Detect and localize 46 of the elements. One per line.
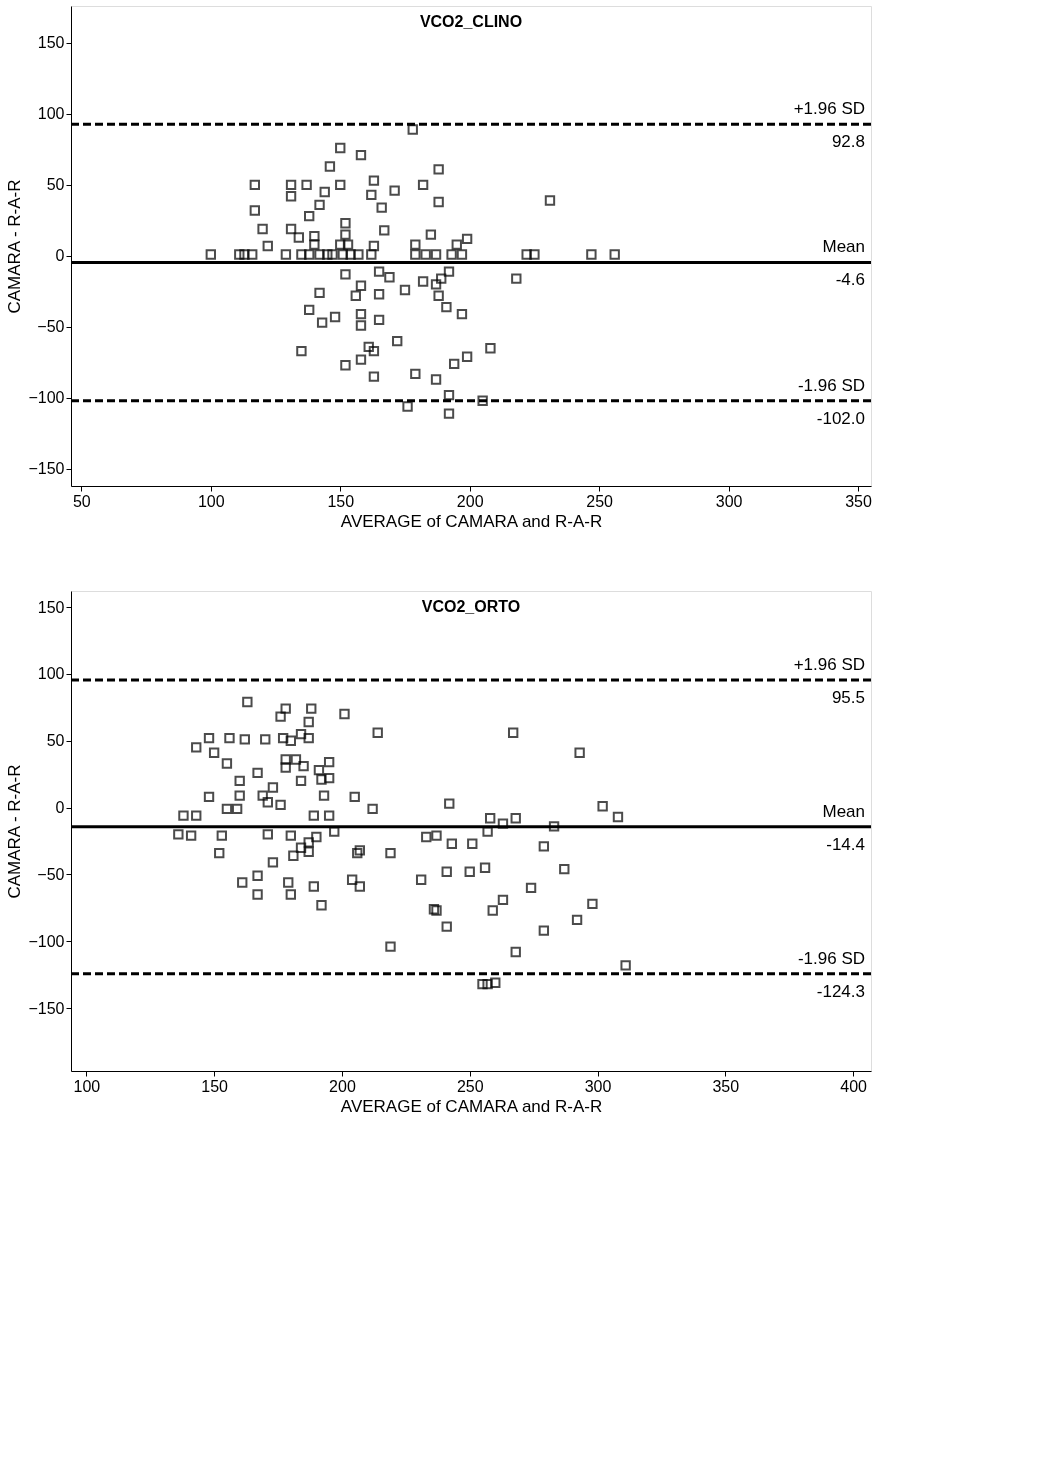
x-tick-label: 300	[584, 1077, 612, 1095]
ref-line-label: -1.96 SD	[797, 948, 865, 968]
annotation: -124.3	[816, 981, 865, 1001]
chart-title: VCO2_CLINO	[419, 13, 523, 30]
y-axis-title: CAMARA - R-A-R	[5, 764, 25, 899]
ref-line-label: -1.96 SD	[797, 375, 865, 395]
x-axis-title: AVERAGE of CAMARA and R-A-R	[340, 1096, 603, 1116]
x-tick-label: 100	[197, 492, 225, 510]
chart-title: VCO2_ORTO	[421, 598, 521, 615]
x-tick-label: 250	[586, 492, 614, 510]
annotation: -4.6	[835, 270, 865, 290]
annotation: -102.0	[816, 408, 865, 428]
x-tick-label: 150	[327, 492, 355, 510]
x-tick-label: 300	[715, 492, 743, 510]
y-tick-label: 150	[37, 598, 65, 616]
y-tick-label: 50	[46, 176, 65, 194]
x-tick-label: 350	[712, 1077, 740, 1095]
x-axis-title: AVERAGE of CAMARA and R-A-R	[340, 511, 603, 531]
x-tick-label: 350	[845, 492, 872, 510]
y-tick-label: −50	[37, 865, 65, 883]
ref-line-label: Mean	[822, 801, 865, 821]
y-tick-label: −150	[28, 999, 65, 1017]
x-tick-label: 250	[456, 1077, 484, 1095]
y-tick-label: 0	[55, 247, 65, 265]
y-tick-label: 100	[37, 105, 65, 123]
x-tick-label: 50	[72, 492, 91, 510]
x-tick-label: 150	[201, 1077, 229, 1095]
annotation: 95.5	[831, 687, 865, 707]
y-tick-label: −150	[28, 460, 65, 478]
x-tick-label: 200	[329, 1077, 356, 1095]
x-tick-label: 200	[456, 492, 484, 510]
ref-line-label: +1.96 SD	[793, 654, 865, 674]
y-tick-label: −50	[37, 318, 65, 336]
y-tick-label: 150	[37, 34, 65, 52]
x-tick-label: 100	[73, 1077, 101, 1095]
y-tick-label: −100	[28, 932, 65, 950]
ref-line-label: +1.96 SD	[793, 99, 865, 119]
x-tick-label: 400	[840, 1077, 868, 1095]
y-tick-label: 0	[55, 799, 65, 817]
y-axis-title: CAMARA - R-A-R	[5, 179, 25, 314]
y-tick-label: 100	[37, 665, 65, 683]
y-tick-label: 50	[46, 732, 65, 750]
ref-line-label: Mean	[822, 237, 865, 257]
annotation: -14.4	[826, 834, 865, 854]
y-tick-label: −100	[28, 389, 65, 407]
annotation: 92.8	[831, 132, 865, 152]
